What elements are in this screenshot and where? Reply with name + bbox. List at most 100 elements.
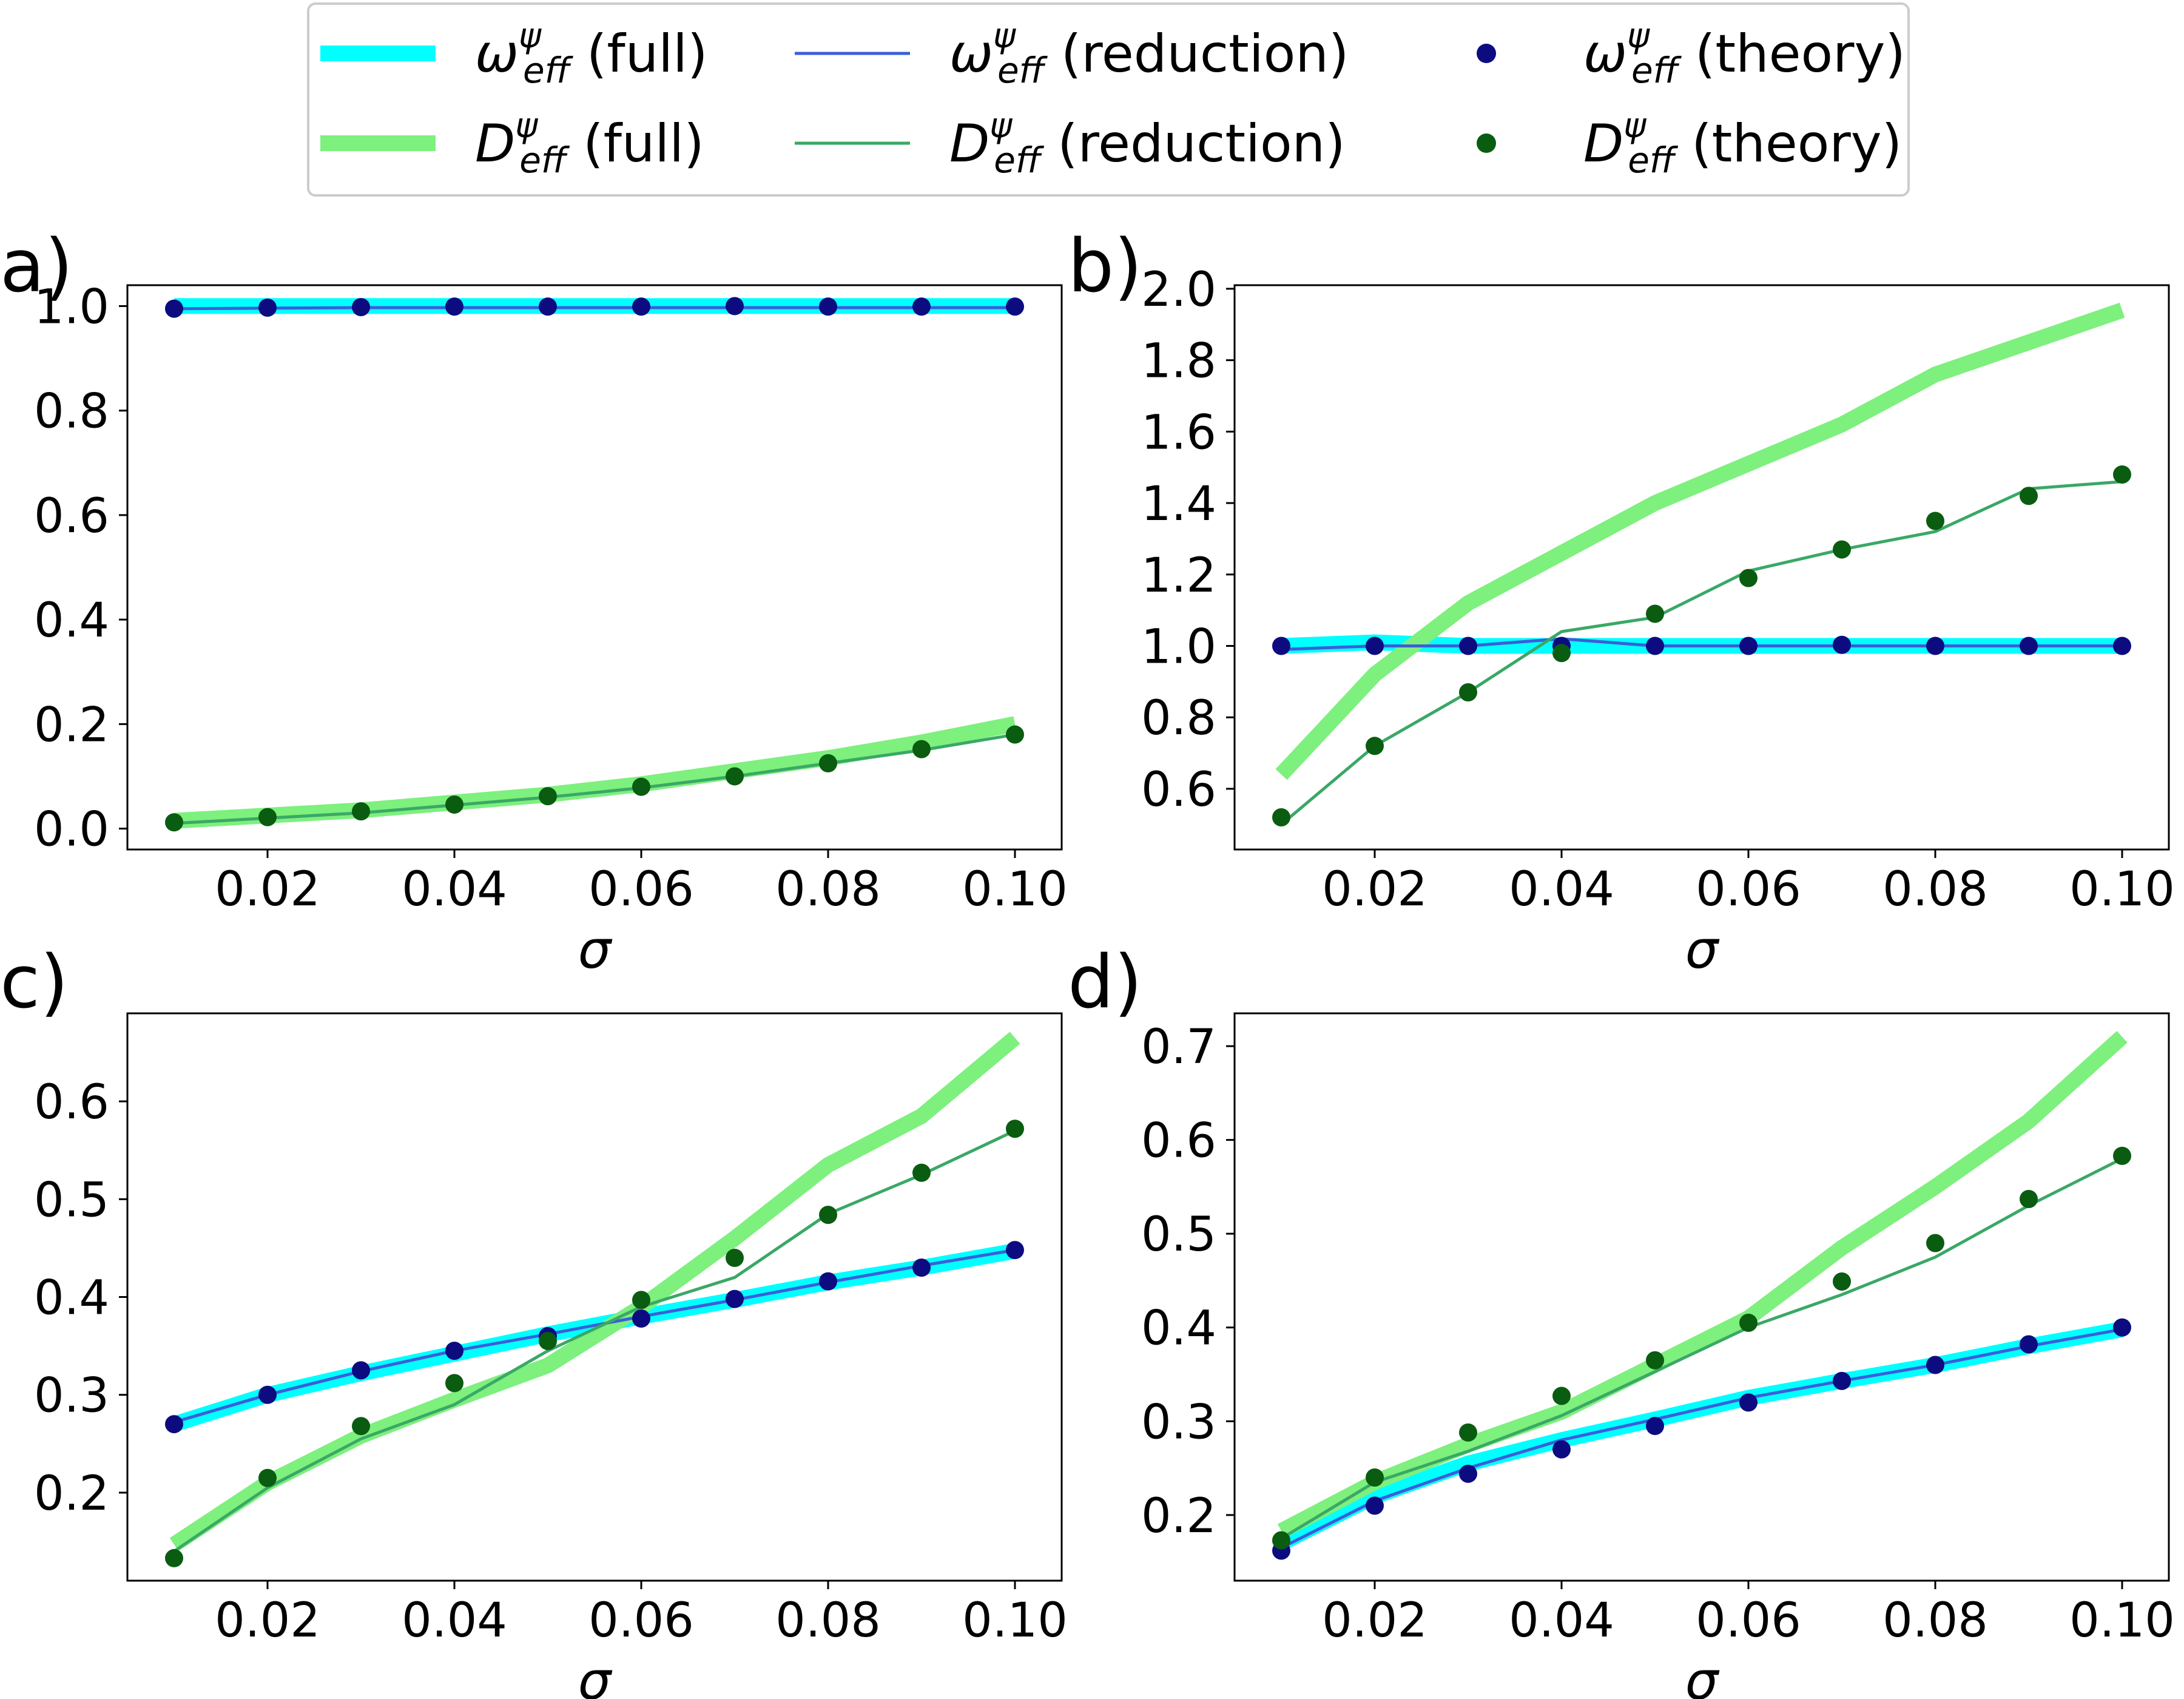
x-tick-label: 0.08: [1882, 1593, 1988, 1648]
data-point: [2113, 465, 2131, 484]
y-tick-label: 0.6: [34, 1075, 109, 1130]
data-point: [2020, 1335, 2038, 1354]
data-point: [1646, 1351, 1664, 1370]
chart-panel-a: a) 0.02 0.04 0.06 0.08 0.10 0.0 0.2 0.4 0.6 0.8 1.0…: [0, 225, 1068, 981]
legend-item-D-full: Dψ eff (full): [320, 106, 704, 181]
data-point: [1646, 1417, 1664, 1435]
data-point: [912, 740, 931, 758]
data-point: [819, 1206, 837, 1224]
legend-item-omega-theory: ωψ eff (theory): [1477, 16, 1906, 91]
data-point: [445, 297, 463, 316]
legend-label: Dψ eff (theory): [1583, 106, 1902, 181]
data-point: [1366, 637, 1384, 655]
series-omega-reduction: [174, 306, 1015, 311]
x-axis-label: σ: [1685, 1651, 1720, 1699]
data-point: [632, 1309, 650, 1328]
y-tick-label: 1.4: [1141, 477, 1216, 532]
x-tick-label: 0.06: [1696, 862, 1801, 917]
data-point: [352, 802, 370, 821]
y-tick-label: 0.5: [34, 1173, 109, 1228]
data-point: [1926, 1234, 1944, 1252]
data-point: [2020, 487, 2038, 505]
x-tick-label: 0.06: [588, 1593, 694, 1648]
data-point: [539, 1332, 557, 1351]
x-tick-label: 0.06: [1696, 1593, 1801, 1648]
legend-label: Dψ eff (reduction): [949, 106, 1346, 181]
data-point: [912, 1258, 931, 1277]
data-point: [352, 1361, 370, 1380]
data-point: [632, 297, 650, 316]
data-point: [445, 1342, 463, 1360]
data-point: [2020, 637, 2038, 655]
data-point: [1926, 512, 1944, 530]
series-omega-full: [1278, 1322, 2124, 1550]
series-line: [174, 716, 1017, 829]
axes-frame: [126, 284, 1063, 851]
data-point: [1366, 1496, 1384, 1515]
data-point: [352, 298, 370, 317]
chart-panel-c: c) 0.02 0.04 0.06 0.08 0.10 0.2 0.3 0.4 0.5 0.6 σ: [0, 941, 1068, 1699]
panel-letter: b): [1068, 225, 1142, 309]
y-tick-label: 0.6: [1141, 763, 1216, 817]
data-point: [1926, 637, 1944, 655]
y-tick-label: 1.8: [1141, 334, 1216, 389]
x-tick-label: 0.10: [2069, 862, 2175, 917]
data-point: [1833, 540, 1851, 559]
data-point: [819, 754, 837, 772]
legend-swatch: [1477, 133, 1496, 153]
data-point: [726, 767, 744, 786]
data-point: [1646, 637, 1664, 655]
data-point: [1459, 637, 1477, 655]
data-point: [1006, 297, 1024, 316]
data-point: [1646, 604, 1664, 623]
x-tick-label: 0.10: [962, 1593, 1068, 1648]
series-omega-reduction: [174, 1248, 1016, 1424]
x-tick-label: 0.02: [1322, 862, 1427, 917]
data-point: [1006, 725, 1024, 744]
y-tick-label: 2.0: [1141, 263, 1216, 317]
y-tick-label: 0.8: [34, 385, 109, 439]
data-point: [2113, 637, 2131, 655]
series-omega-theory: [165, 297, 1024, 318]
y-tick-label: 0.4: [1141, 1302, 1216, 1356]
legend-swatch: [1477, 44, 1496, 63]
data-point: [258, 1468, 277, 1487]
data-point: [1272, 637, 1290, 655]
data-point: [258, 808, 277, 826]
data-point: [912, 1163, 931, 1182]
chart-panel-d: d) 0.02 0.04 0.06 0.08 0.10 0.2 0.3 0.4 0.5 0.6 0.7…: [1068, 941, 2175, 1699]
data-point: [2113, 1318, 2131, 1337]
legend-item-omega-reduction: ωψ eff (reduction): [795, 16, 1349, 91]
legend: ωψ eff (full) Dψ eff (full) ωψ eff (reduction…: [307, 2, 1910, 197]
data-point: [1459, 1423, 1477, 1442]
data-point: [258, 299, 277, 317]
series-omega-theory: [1272, 1318, 2131, 1560]
series-omega-reduction: [1281, 637, 2122, 651]
data-point: [1739, 1393, 1758, 1412]
y-tick-label: 0.8: [1141, 691, 1216, 746]
data-point: [819, 297, 837, 316]
x-axis-label: σ: [578, 1651, 613, 1699]
x-tick-label: 0.02: [215, 862, 320, 917]
x-tick-label: 0.06: [588, 862, 694, 917]
data-point: [1006, 1241, 1024, 1260]
series-D-reduction: [174, 733, 1016, 825]
legend-label: ωψ eff (full): [475, 16, 708, 91]
series-line: [174, 733, 1016, 825]
data-point: [1833, 1371, 1851, 1390]
series-D-full: [1277, 1030, 2128, 1538]
y-tick-label: 0.6: [34, 489, 109, 544]
series-line: [1280, 1328, 2123, 1550]
legend-label: ωψ eff (theory): [1583, 16, 1906, 91]
y-tick-label: 1.0: [1141, 620, 1216, 674]
panel-letter: c): [0, 941, 69, 1025]
data-point: [352, 1417, 370, 1436]
series-D-full: [174, 716, 1017, 829]
y-tick-label: 0.2: [34, 698, 109, 752]
x-tick-label: 0.08: [1882, 862, 1988, 917]
series-line: [1280, 480, 2123, 826]
data-point: [1552, 1387, 1571, 1405]
data-point: [258, 1385, 277, 1404]
x-tick-label: 0.04: [1509, 862, 1614, 917]
